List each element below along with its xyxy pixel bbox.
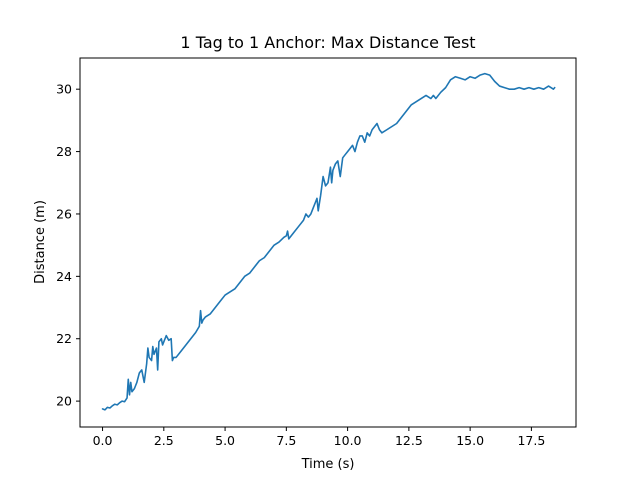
plot-series-group bbox=[101, 72, 556, 411]
chart-title: 1 Tag to 1 Anchor: Max Distance Test bbox=[180, 33, 475, 52]
y-tick-label: 26 bbox=[56, 206, 72, 221]
x-tick-label: 5.0 bbox=[215, 433, 235, 448]
x-tick-label: 0.0 bbox=[93, 433, 113, 448]
x-tick-label: 15.0 bbox=[456, 433, 484, 448]
y-tick-label: 20 bbox=[56, 394, 72, 409]
y-axis-label: Distance (m) bbox=[33, 200, 48, 284]
x-tick-label: 10.0 bbox=[334, 433, 362, 448]
x-axis-ticks: 0.0 2.5 5.0 7.5 10.0 12.5 15.0 17.5 bbox=[93, 427, 545, 448]
x-tick-label: 17.5 bbox=[517, 433, 545, 448]
y-tick-label: 28 bbox=[56, 144, 72, 159]
y-axis-ticks: 20 22 24 26 28 30 bbox=[56, 82, 80, 409]
series-line bbox=[101, 72, 556, 411]
x-tick-label: 7.5 bbox=[276, 433, 296, 448]
y-tick-label: 24 bbox=[56, 269, 72, 284]
y-tick-label: 30 bbox=[56, 82, 72, 97]
x-tick-label: 2.5 bbox=[154, 433, 174, 448]
axes-frame bbox=[79, 57, 577, 428]
x-axis-label: Time (s) bbox=[301, 457, 355, 472]
y-tick-label: 22 bbox=[56, 331, 72, 346]
x-tick-label: 12.5 bbox=[395, 433, 423, 448]
